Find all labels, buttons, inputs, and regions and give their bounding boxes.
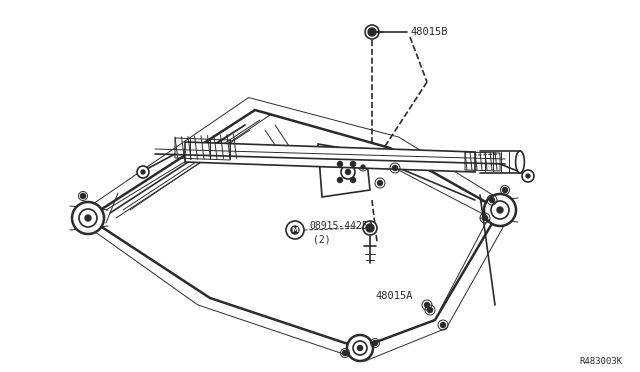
Circle shape (341, 165, 355, 179)
Text: (2): (2) (313, 234, 331, 244)
Text: R483003K: R483003K (579, 357, 622, 366)
Circle shape (342, 350, 348, 356)
Circle shape (372, 340, 378, 346)
Circle shape (351, 177, 355, 183)
Circle shape (347, 335, 373, 361)
Circle shape (351, 161, 355, 167)
Text: M: M (292, 227, 298, 233)
Text: 48015B: 48015B (410, 27, 447, 37)
Circle shape (483, 215, 488, 221)
Circle shape (291, 226, 299, 234)
Circle shape (497, 207, 503, 213)
Circle shape (346, 170, 351, 174)
Circle shape (366, 224, 374, 232)
Circle shape (337, 161, 342, 167)
Circle shape (363, 221, 377, 235)
Circle shape (428, 308, 433, 312)
Circle shape (378, 180, 383, 186)
Circle shape (141, 170, 145, 174)
Polygon shape (185, 142, 475, 172)
Circle shape (72, 202, 104, 234)
Circle shape (85, 215, 91, 221)
Circle shape (361, 165, 365, 169)
Circle shape (368, 28, 376, 36)
Circle shape (424, 302, 429, 308)
Circle shape (353, 341, 367, 355)
Circle shape (337, 177, 342, 183)
Circle shape (286, 221, 304, 239)
Circle shape (484, 194, 516, 226)
Circle shape (392, 166, 397, 170)
Circle shape (79, 209, 97, 227)
Circle shape (440, 323, 445, 327)
Circle shape (526, 174, 530, 178)
Text: 08915-4425A: 08915-4425A (309, 221, 374, 231)
Circle shape (81, 193, 86, 199)
Polygon shape (318, 144, 370, 197)
Circle shape (137, 166, 149, 178)
Circle shape (358, 346, 362, 350)
Circle shape (502, 187, 508, 192)
Text: 48015A: 48015A (375, 291, 413, 301)
Circle shape (491, 201, 509, 219)
Circle shape (522, 170, 534, 182)
Circle shape (365, 25, 379, 39)
Circle shape (490, 198, 495, 202)
Ellipse shape (516, 151, 524, 173)
